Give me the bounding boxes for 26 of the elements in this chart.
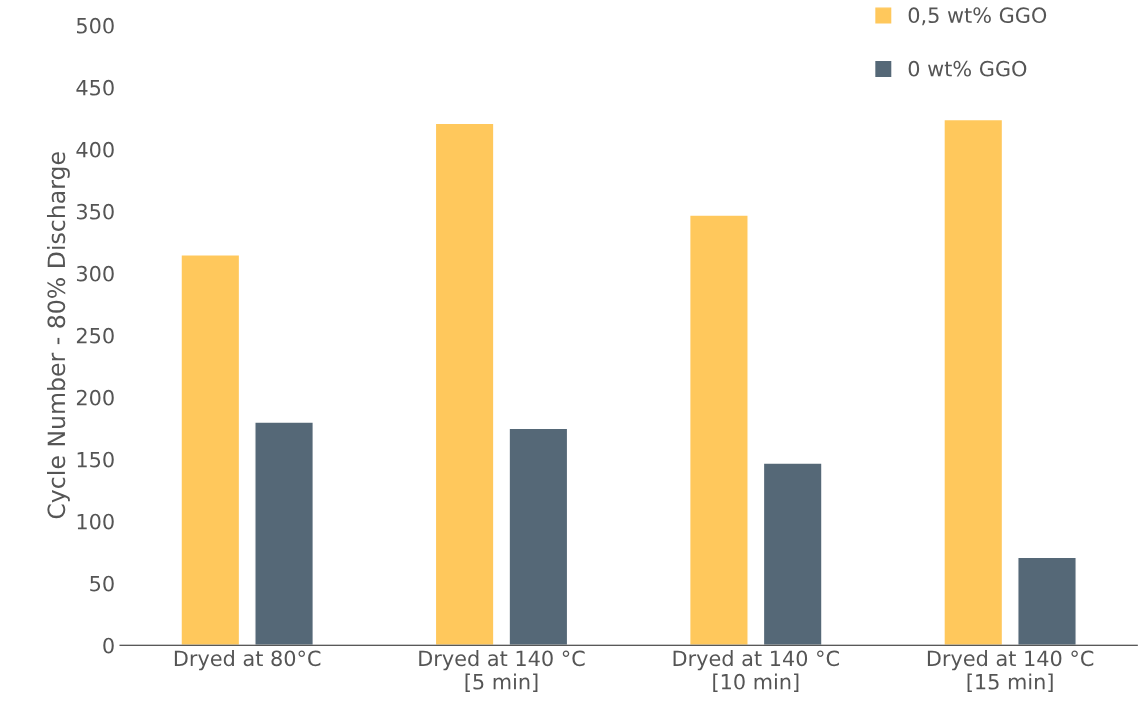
x-tick-label: Dryed at 140 °C [15 min] xyxy=(927,650,1094,693)
y-tick-label: 150 xyxy=(77,451,114,468)
x-tick-label: Dryed at 140 °C [10 min] xyxy=(673,650,839,693)
y-axis-title: Cycle Number - 80% Discharge xyxy=(46,152,70,519)
y-tick-label: 400 xyxy=(76,141,114,158)
y-tick-label: 450 xyxy=(76,79,114,96)
y-tick-label: 500 xyxy=(77,17,114,34)
x-tick-label: Dryed at 80°C xyxy=(174,650,321,671)
y-tick-label: 350 xyxy=(76,203,114,220)
y-tick-label: 50 xyxy=(90,575,114,592)
bar xyxy=(254,421,314,646)
y-tick-label: 100 xyxy=(77,513,114,530)
legend-label: 0,5 wt% GGO xyxy=(908,7,1047,26)
bar xyxy=(180,254,241,646)
bar xyxy=(1017,556,1077,646)
y-tick-label: 300 xyxy=(76,265,114,282)
bar xyxy=(943,118,1004,646)
legend-label: 0 wt% GGO xyxy=(908,60,1027,77)
y-tick-label: 200 xyxy=(76,389,114,406)
bar xyxy=(508,427,569,646)
x-tick-label: Dryed at 140 °C [5 min] xyxy=(419,650,585,693)
y-tick-label: 250 xyxy=(76,327,114,344)
bar xyxy=(434,122,495,646)
bar xyxy=(688,214,749,646)
y-tick-label: 0 xyxy=(103,637,114,654)
bar xyxy=(762,462,823,646)
